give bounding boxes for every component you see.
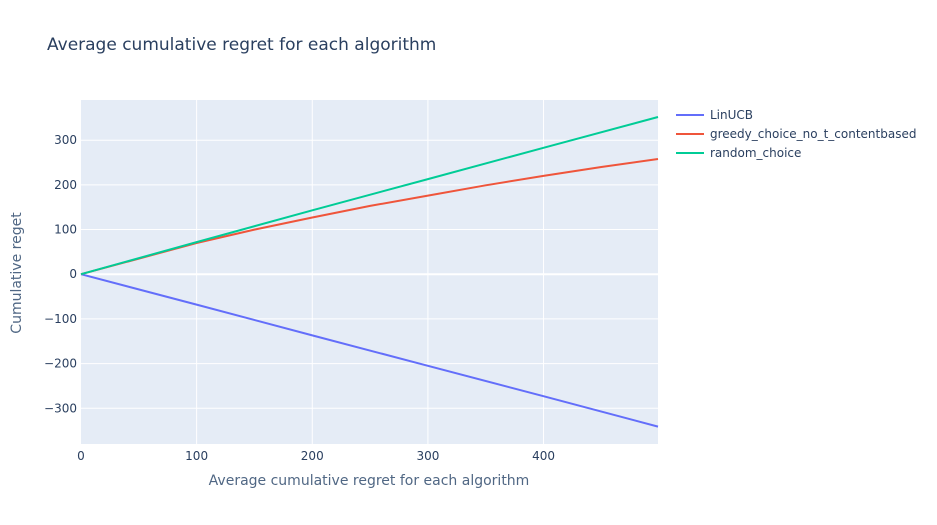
- x-axis-ticks: 0 100 200 300 400: [77, 449, 555, 463]
- y-tick-label: 300: [54, 133, 77, 147]
- x-tick-label: 300: [416, 449, 439, 463]
- x-tick-label: 0: [77, 449, 85, 463]
- x-axis-title: Average cumulative regret for each algor…: [209, 473, 530, 489]
- y-tick-label: −300: [44, 401, 77, 415]
- y-tick-label: −100: [44, 312, 77, 326]
- y-tick-label: 100: [54, 223, 77, 237]
- x-tick-label: 400: [532, 449, 555, 463]
- series-lines: [80, 116, 659, 428]
- x-tick-label: 100: [185, 449, 208, 463]
- chart-title: Average cumulative regret for each algor…: [47, 35, 436, 55]
- series-line-random-choice: [80, 116, 659, 276]
- series-line-linucb: [80, 273, 659, 428]
- y-tick-label: 0: [69, 267, 77, 281]
- legend[interactable]: LinUCB greedy_choice_no_t_contentbasedran…: [676, 108, 916, 160]
- legend-item[interactable]: greedy_choice_no_t_contentbased: [676, 127, 916, 141]
- legend-item[interactable]: LinUCB: [676, 108, 753, 122]
- y-axis-title: Cumulative reget: [9, 212, 25, 334]
- legend-label: random_choice: [710, 146, 801, 160]
- x-tick-label: 200: [301, 449, 324, 463]
- grid-lines: [81, 100, 658, 444]
- legend-label: greedy_choice_no_t_contentbased: [710, 127, 916, 141]
- legend-item[interactable]: random_choice: [676, 146, 801, 160]
- y-axis-ticks: −300 −200 −100 0 100 200 300: [44, 133, 77, 415]
- legend-label: LinUCB: [710, 108, 753, 122]
- y-tick-label: −200: [44, 357, 77, 371]
- plot-area: [81, 100, 658, 444]
- y-tick-label: 200: [54, 178, 77, 192]
